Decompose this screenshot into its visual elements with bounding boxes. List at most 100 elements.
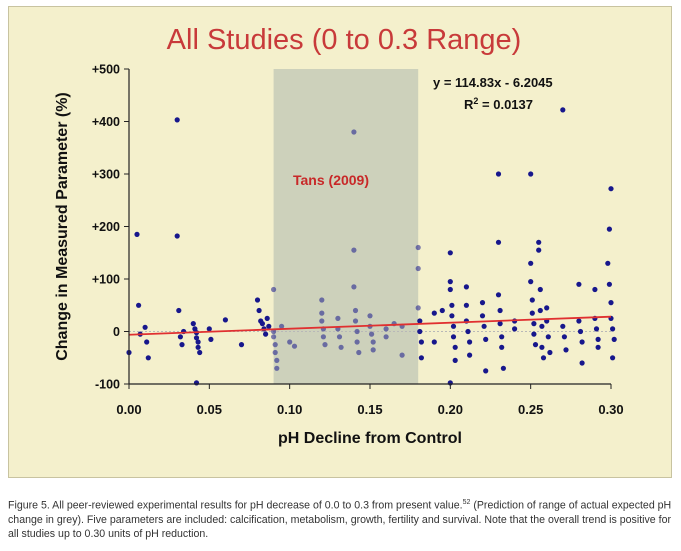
y-tick-label: 0 (113, 325, 120, 339)
data-point (271, 334, 277, 340)
data-point (561, 334, 568, 340)
data-point (537, 286, 543, 293)
data-point (287, 339, 293, 345)
data-point (606, 226, 613, 232)
data-point (272, 342, 278, 348)
data-point (528, 171, 534, 177)
data-point (528, 260, 534, 266)
data-point (606, 281, 613, 287)
data-point (608, 186, 614, 192)
data-point (279, 323, 285, 329)
data-point (447, 279, 453, 285)
x-tick-label: 0.15 (357, 402, 382, 417)
data-point (531, 331, 537, 337)
data-point (399, 352, 405, 358)
data-point (592, 286, 598, 293)
data-point (351, 129, 357, 135)
data-point (367, 313, 373, 319)
data-point (536, 247, 542, 253)
data-point (352, 318, 359, 324)
y-tick-label: +400 (92, 115, 120, 129)
data-point (370, 339, 376, 345)
r2-value: = 0.0137 (478, 97, 533, 112)
data-point (479, 313, 486, 319)
data-point (256, 307, 262, 314)
data-point (610, 355, 616, 361)
data-point (450, 323, 457, 329)
data-point (274, 365, 280, 371)
data-point (195, 339, 201, 345)
data-point (259, 321, 265, 327)
data-point (547, 349, 553, 356)
data-point (560, 107, 566, 113)
data-point (193, 335, 200, 341)
data-point (500, 365, 506, 371)
y-tick-label: -100 (95, 378, 120, 392)
figure-caption: Figure 5. All peer-reviewed experimental… (8, 496, 676, 541)
data-point (238, 342, 245, 348)
data-point (206, 326, 212, 332)
data-point (608, 300, 614, 306)
data-point (197, 349, 203, 356)
data-point (415, 265, 421, 272)
data-point (452, 344, 458, 350)
data-point (272, 349, 278, 356)
trendline (128, 315, 612, 336)
data-point (537, 307, 543, 314)
data-point (611, 336, 617, 342)
data-point (529, 297, 535, 303)
data-point (319, 318, 325, 324)
data-point (142, 324, 148, 330)
data-point (319, 310, 325, 316)
data-point (447, 286, 453, 293)
data-point (383, 326, 389, 332)
data-point (610, 326, 616, 332)
data-point (539, 344, 545, 350)
data-point (136, 302, 142, 308)
data-point (274, 357, 280, 363)
data-point (449, 313, 455, 319)
data-point (322, 342, 328, 348)
y-tick-label: +500 (92, 63, 120, 77)
data-point (354, 328, 360, 335)
data-point (134, 231, 140, 237)
data-point (145, 355, 151, 361)
data-point (449, 302, 455, 308)
data-point (593, 326, 600, 332)
data-point (263, 331, 269, 337)
data-point (528, 279, 534, 285)
data-point (439, 307, 445, 314)
data-point (351, 284, 357, 290)
data-point (415, 305, 421, 311)
data-point (336, 334, 343, 340)
data-point (319, 297, 325, 303)
data-point (190, 321, 196, 327)
data-point (577, 328, 584, 335)
data-point (595, 336, 601, 342)
x-tick-label: 0.20 (438, 402, 463, 417)
data-point (418, 355, 424, 361)
data-point (499, 344, 505, 350)
data-point (531, 321, 537, 327)
data-point (483, 368, 489, 374)
y-tick-label: +100 (92, 273, 120, 287)
data-point (222, 317, 228, 323)
data-point (544, 305, 550, 311)
data-point (431, 339, 437, 345)
data-point (320, 334, 326, 340)
data-point (354, 339, 360, 345)
data-point (467, 339, 473, 345)
data-point (579, 339, 585, 345)
data-point (208, 336, 214, 342)
data-point (576, 318, 582, 324)
data-point (463, 302, 469, 308)
data-point (415, 244, 421, 251)
data-point (144, 339, 150, 345)
data-point (499, 334, 505, 340)
chart-title: All Studies (0 to 0.3 Range) (167, 24, 522, 56)
data-point (351, 247, 357, 253)
data-point (495, 239, 502, 245)
chart-panel: All Studies (0 to 0.3 Range) Tans (2009)… (8, 6, 672, 478)
x-tick-label: 0.10 (277, 402, 302, 417)
r-squared-label: R2 = 0.0137 (464, 96, 533, 112)
